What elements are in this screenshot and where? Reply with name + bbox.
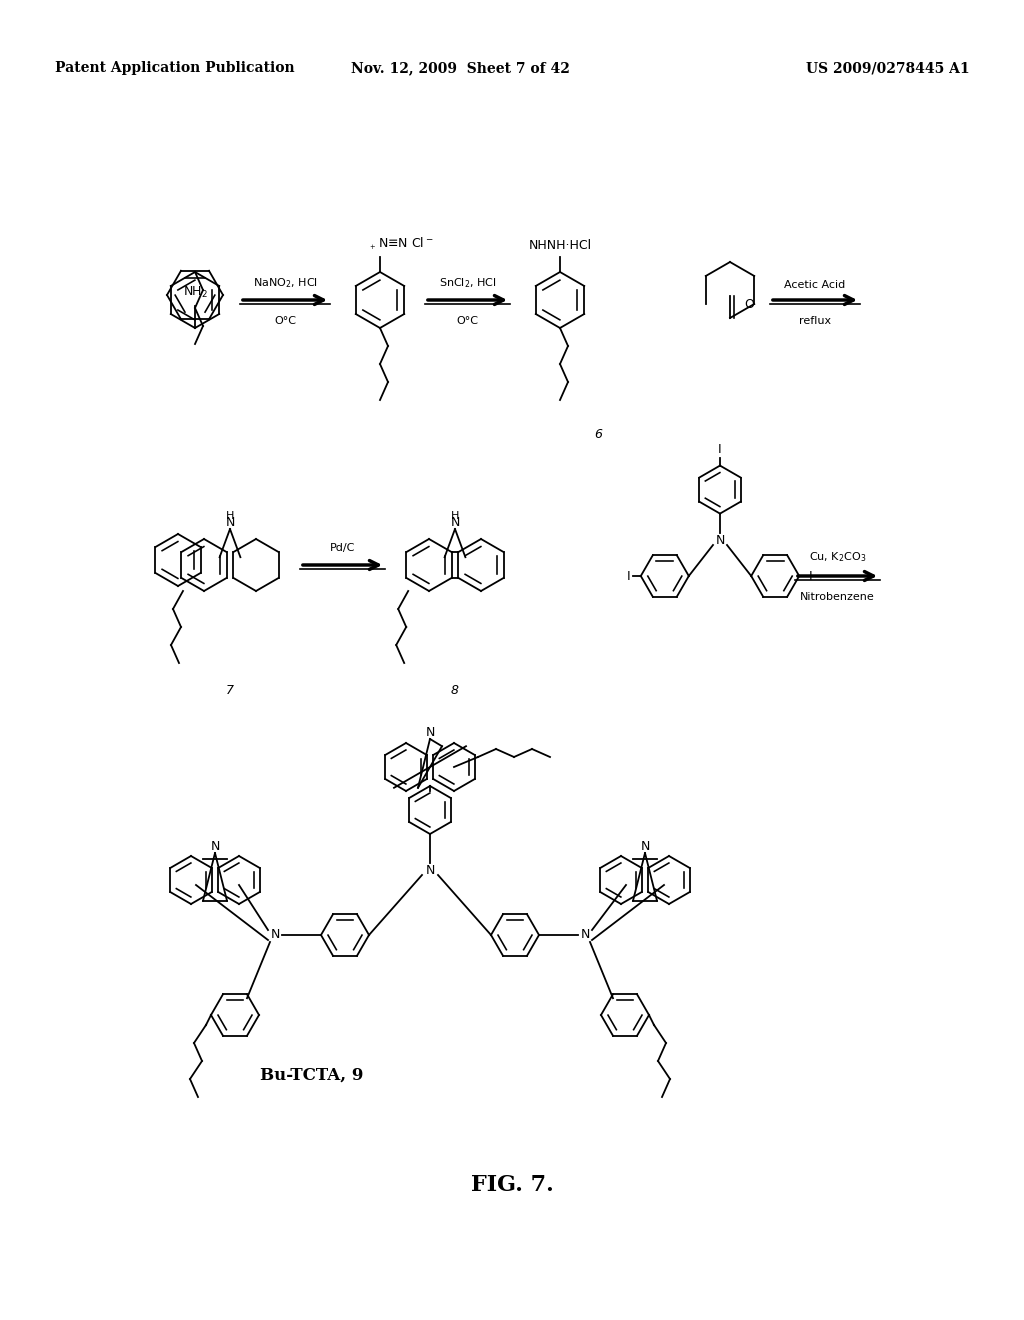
Text: O°C: O°C bbox=[274, 315, 296, 326]
Text: H: H bbox=[226, 511, 234, 521]
Text: Patent Application Publication: Patent Application Publication bbox=[55, 61, 295, 75]
Text: NaNO$_2$, HCl: NaNO$_2$, HCl bbox=[253, 276, 317, 290]
Text: I: I bbox=[718, 442, 722, 455]
Text: Pd/C: Pd/C bbox=[330, 543, 355, 553]
Text: US 2009/0278445 A1: US 2009/0278445 A1 bbox=[806, 61, 970, 75]
Text: O°C: O°C bbox=[457, 315, 478, 326]
Text: Nitrobenzene: Nitrobenzene bbox=[800, 591, 874, 602]
Text: N≡N Cl$^-$: N≡N Cl$^-$ bbox=[378, 236, 433, 249]
Text: N: N bbox=[210, 840, 220, 853]
Text: Bu-TCTA, 9: Bu-TCTA, 9 bbox=[260, 1067, 364, 1084]
Text: N: N bbox=[581, 928, 590, 941]
Text: N: N bbox=[640, 840, 649, 853]
Text: FIG. 7.: FIG. 7. bbox=[471, 1173, 553, 1196]
Text: N: N bbox=[425, 863, 434, 876]
Text: I: I bbox=[809, 569, 813, 582]
Text: 6: 6 bbox=[594, 429, 602, 441]
Text: 7: 7 bbox=[226, 684, 234, 697]
Text: O: O bbox=[744, 297, 754, 310]
Text: Acetic Acid: Acetic Acid bbox=[784, 280, 846, 290]
Text: Nov. 12, 2009  Sheet 7 of 42: Nov. 12, 2009 Sheet 7 of 42 bbox=[350, 61, 569, 75]
Text: $^+$: $^+$ bbox=[368, 244, 376, 253]
Text: I: I bbox=[627, 569, 631, 582]
Text: reflux: reflux bbox=[799, 315, 831, 326]
Text: N: N bbox=[425, 726, 434, 739]
Text: Cu, K$_2$CO$_3$: Cu, K$_2$CO$_3$ bbox=[809, 550, 866, 564]
Text: NH$_2$: NH$_2$ bbox=[182, 285, 208, 300]
Text: N: N bbox=[451, 516, 460, 529]
Text: N: N bbox=[225, 516, 234, 529]
Text: 8: 8 bbox=[451, 684, 459, 697]
Text: N: N bbox=[270, 928, 280, 941]
Text: SnCl$_2$, HCl: SnCl$_2$, HCl bbox=[438, 276, 497, 290]
Text: NHNH·HCl: NHNH·HCl bbox=[528, 239, 592, 252]
Text: H: H bbox=[451, 511, 459, 521]
Text: N: N bbox=[716, 533, 725, 546]
